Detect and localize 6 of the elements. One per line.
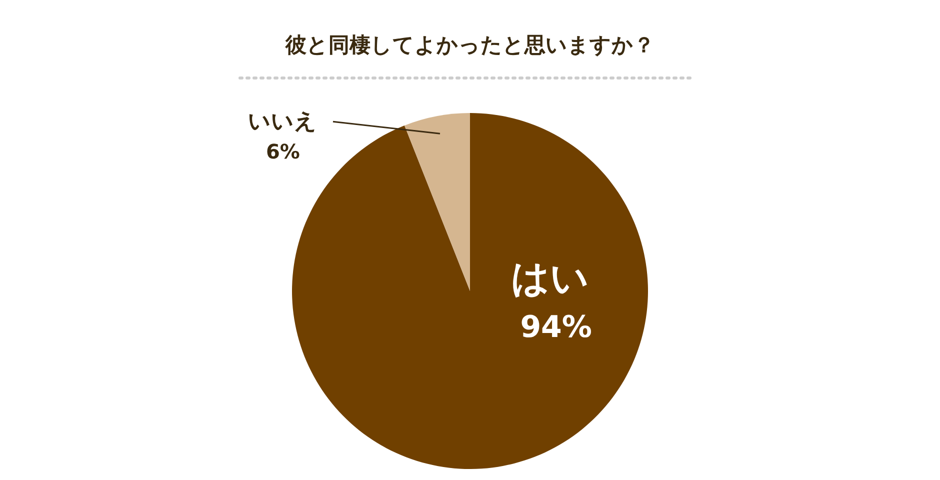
- slice-label: いいえ: [248, 110, 317, 135]
- data-label: 94%: [520, 310, 592, 345]
- pie-slice: [404, 113, 470, 291]
- data-label: 6%: [266, 140, 300, 164]
- chart-title: 彼と同棲してよかったと思いますか？: [284, 33, 654, 57]
- slice-label: はい: [511, 256, 590, 300]
